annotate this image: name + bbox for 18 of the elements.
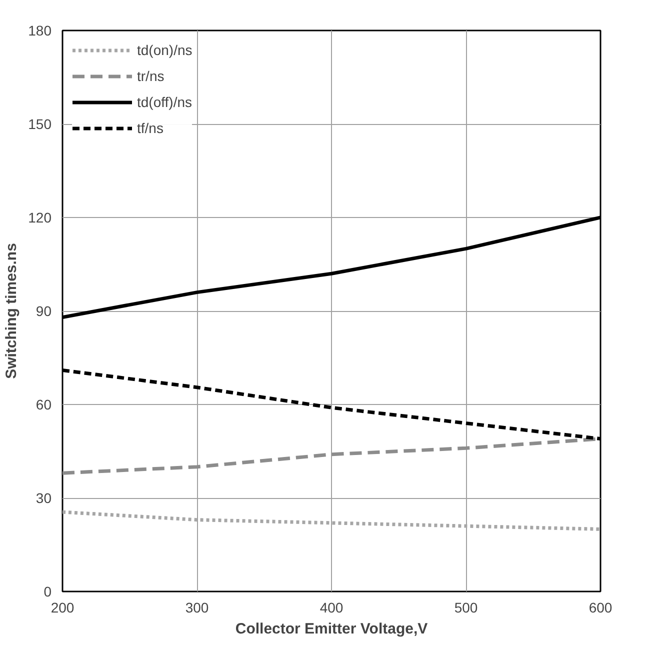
x-tick-label: 400 (320, 600, 344, 616)
x-tick-label: 300 (185, 600, 209, 616)
x-tick-label: 500 (454, 600, 478, 616)
y-tick-label: 180 (28, 22, 52, 38)
y-tick-label: 30 (36, 490, 52, 506)
x-axis-title: Collector Emitter Voltage,V (235, 620, 428, 638)
y-tick-label: 60 (36, 396, 52, 412)
y-tick-label: 90 (36, 303, 52, 319)
y-tick-label: 120 (28, 210, 52, 226)
y-axis-title: Switching times.ns (3, 243, 20, 379)
legend-label: td(on)/ns (137, 42, 192, 58)
y-tick-label: 150 (28, 116, 52, 132)
legend-label: tf/ns (137, 120, 164, 136)
legend-label: td(off)/ns (137, 94, 192, 110)
x-tick-label: 200 (50, 600, 74, 616)
y-tick-label: 0 (44, 584, 52, 600)
x-tick-label: 600 (588, 600, 612, 616)
legend-label: tr/ns (137, 68, 164, 84)
